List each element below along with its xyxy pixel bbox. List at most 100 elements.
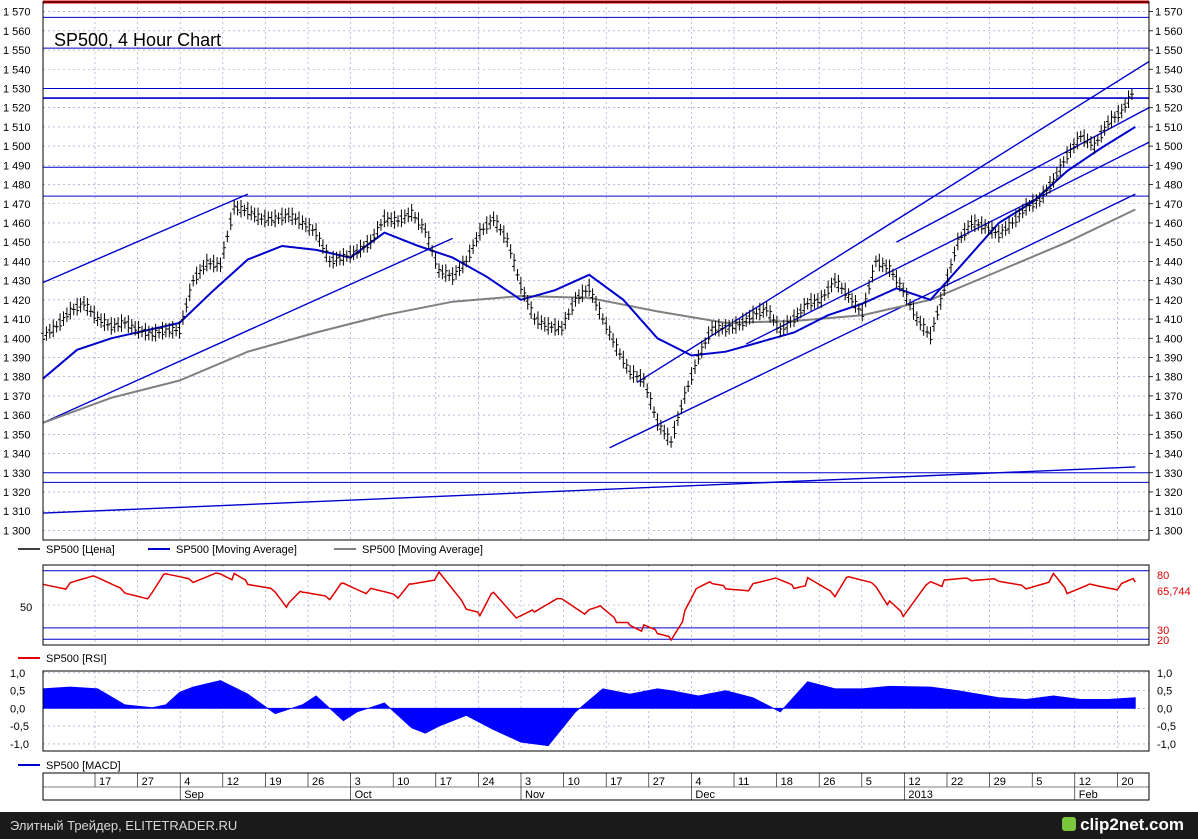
price-tick-right: 1 520 — [1155, 103, 1183, 115]
price-tick-right: 1 500 — [1155, 141, 1183, 153]
date-day-label: 22 — [951, 776, 963, 788]
macd-tick-right: 0,5 — [1157, 686, 1172, 698]
price-tick-left: 1 500 — [3, 141, 31, 153]
price-panel-frame — [42, 1, 1150, 541]
trendline — [636, 60, 1150, 384]
trendline — [42, 466, 1136, 514]
rsi-legend: SP500 [RSI] — [18, 653, 107, 665]
date-day-label: 24 — [482, 776, 494, 788]
footer-bar: Элитный Трейдер, ELITETRADER.RU clip2net… — [0, 812, 1198, 839]
macd-tick-right: -0,5 — [1157, 721, 1176, 733]
trendline — [745, 141, 1150, 345]
trendlines — [42, 60, 1150, 514]
ma-blue-line — [42, 126, 1136, 380]
price-tick-right: 1 530 — [1155, 83, 1183, 95]
date-month-label: 2013 — [908, 789, 932, 801]
clip2net-icon — [1062, 817, 1077, 831]
price-tick-right: 1 470 — [1155, 199, 1183, 211]
price-tick-left: 1 320 — [3, 487, 31, 499]
price-tick-right: 1 410 — [1155, 314, 1183, 326]
price-tick-left: 1 390 — [3, 352, 31, 364]
price-tick-left: 1 550 — [3, 45, 31, 57]
rsi-tick-50: 50 — [20, 602, 32, 614]
date-day-label: 12 — [1079, 776, 1091, 788]
rsi-grid — [43, 565, 1149, 645]
price-tick-left: 1 330 — [3, 468, 31, 480]
price-tick-left: 1 410 — [3, 314, 31, 326]
date-day-label: 20 — [1121, 776, 1133, 788]
rsi-level-30-label: 30 — [1157, 625, 1169, 637]
macd-tick-left: -1,0 — [10, 739, 29, 751]
rsi-level-20-label: 20 — [1157, 635, 1169, 647]
date-day-label: 11 — [738, 776, 749, 788]
price-tick-left: 1 310 — [3, 506, 31, 518]
legend-price-label: SP500 [Цена] — [46, 544, 115, 556]
date-day-label: 5 — [866, 776, 872, 788]
trendline — [609, 193, 1136, 449]
date-day-label: 29 — [994, 776, 1006, 788]
price-tick-right: 1 360 — [1155, 410, 1183, 422]
price-tick-left: 1 470 — [3, 199, 31, 211]
price-series — [41, 88, 1134, 448]
clip2net-logo: clip2net.com — [1062, 815, 1184, 835]
date-day-label: 3 — [525, 776, 531, 788]
macd-axis-ticks: 1,0 1,0 0,5 0,5 0,0 0,0 -0,5 -0,5 -1,0 -1,0 — [10, 668, 1176, 751]
price-tick-right: 1 430 — [1155, 276, 1183, 288]
date-day-label: 4 — [184, 776, 190, 788]
price-tick-right: 1 440 — [1155, 256, 1183, 268]
date-day-label: 12 — [908, 776, 920, 788]
price-tick-right: 1 300 — [1155, 525, 1183, 537]
trendline — [42, 237, 453, 424]
price-axis-ticks: 1 300 1 300 1 310 1 310 1 320 1 320 1 330 1 330… — [3, 7, 1183, 538]
price-tick-right: 1 380 — [1155, 372, 1183, 384]
price-tick-left: 1 360 — [3, 410, 31, 422]
rsi-series — [42, 570, 1136, 642]
macd-series — [42, 680, 1136, 747]
legend-macd-label: SP500 [MACD] — [46, 760, 121, 772]
price-tick-left: 1 450 — [3, 237, 31, 249]
date-day-label: 10 — [397, 776, 409, 788]
price-tick-right: 1 310 — [1155, 506, 1183, 518]
price-grid — [43, 2, 1149, 540]
price-tick-right: 1 390 — [1155, 352, 1183, 364]
price-tick-left: 1 530 — [3, 83, 31, 95]
date-month-label: Feb — [1079, 789, 1098, 801]
date-day-label: 17 — [440, 776, 452, 788]
macd-tick-left: -0,5 — [10, 721, 29, 733]
date-day-label: 26 — [312, 776, 324, 788]
date-day-label: 10 — [568, 776, 580, 788]
date-day-label: 17 — [99, 776, 111, 788]
rsi-panel-frame — [42, 564, 1150, 646]
macd-area — [42, 680, 1136, 747]
date-day-label: 26 — [823, 776, 835, 788]
price-tick-left: 1 300 — [3, 525, 31, 537]
date-month-label: Sep — [184, 789, 204, 801]
macd-legend: SP500 [MACD] — [18, 760, 121, 772]
rsi-level-80-label: 80 — [1157, 570, 1169, 582]
footer-caption: Элитный Трейдер, ELITETRADER.RU — [10, 818, 238, 833]
macd-tick-right: 0,0 — [1157, 703, 1172, 715]
price-tick-right: 1 460 — [1155, 218, 1183, 230]
price-tick-right: 1 490 — [1155, 160, 1183, 172]
price-tick-left: 1 430 — [3, 276, 31, 288]
macd-tick-left: 1,0 — [10, 668, 25, 680]
price-tick-right: 1 570 — [1155, 7, 1183, 19]
date-day-label: 12 — [227, 776, 239, 788]
ma-gray-line — [42, 208, 1136, 424]
price-tick-right: 1 540 — [1155, 64, 1183, 76]
price-tick-right: 1 480 — [1155, 180, 1183, 192]
price-tick-right: 1 420 — [1155, 295, 1183, 307]
price-tick-right: 1 340 — [1155, 449, 1183, 461]
price-tick-right: 1 370 — [1155, 391, 1183, 403]
price-tick-right: 1 510 — [1155, 122, 1183, 134]
date-day-label: 18 — [781, 776, 793, 788]
rsi-current-value: 65,744 — [1157, 586, 1191, 598]
date-day-label: 19 — [269, 776, 281, 788]
macd-panel-frame — [42, 670, 1150, 752]
price-tick-left: 1 370 — [3, 391, 31, 403]
price-tick-left: 1 570 — [3, 7, 31, 19]
date-axis: 17 27 4 12 19 26 3 10 17 24 3 10 17 27 4 11 18 26 5 12 22 29 5… — [94, 773, 1134, 801]
date-day-label: 5 — [1036, 776, 1042, 788]
price-tick-left: 1 440 — [3, 256, 31, 268]
chart-canvas: 1 300 1 300 1 310 1 310 1 320 1 320 1 330 1 330… — [3, 0, 1191, 801]
